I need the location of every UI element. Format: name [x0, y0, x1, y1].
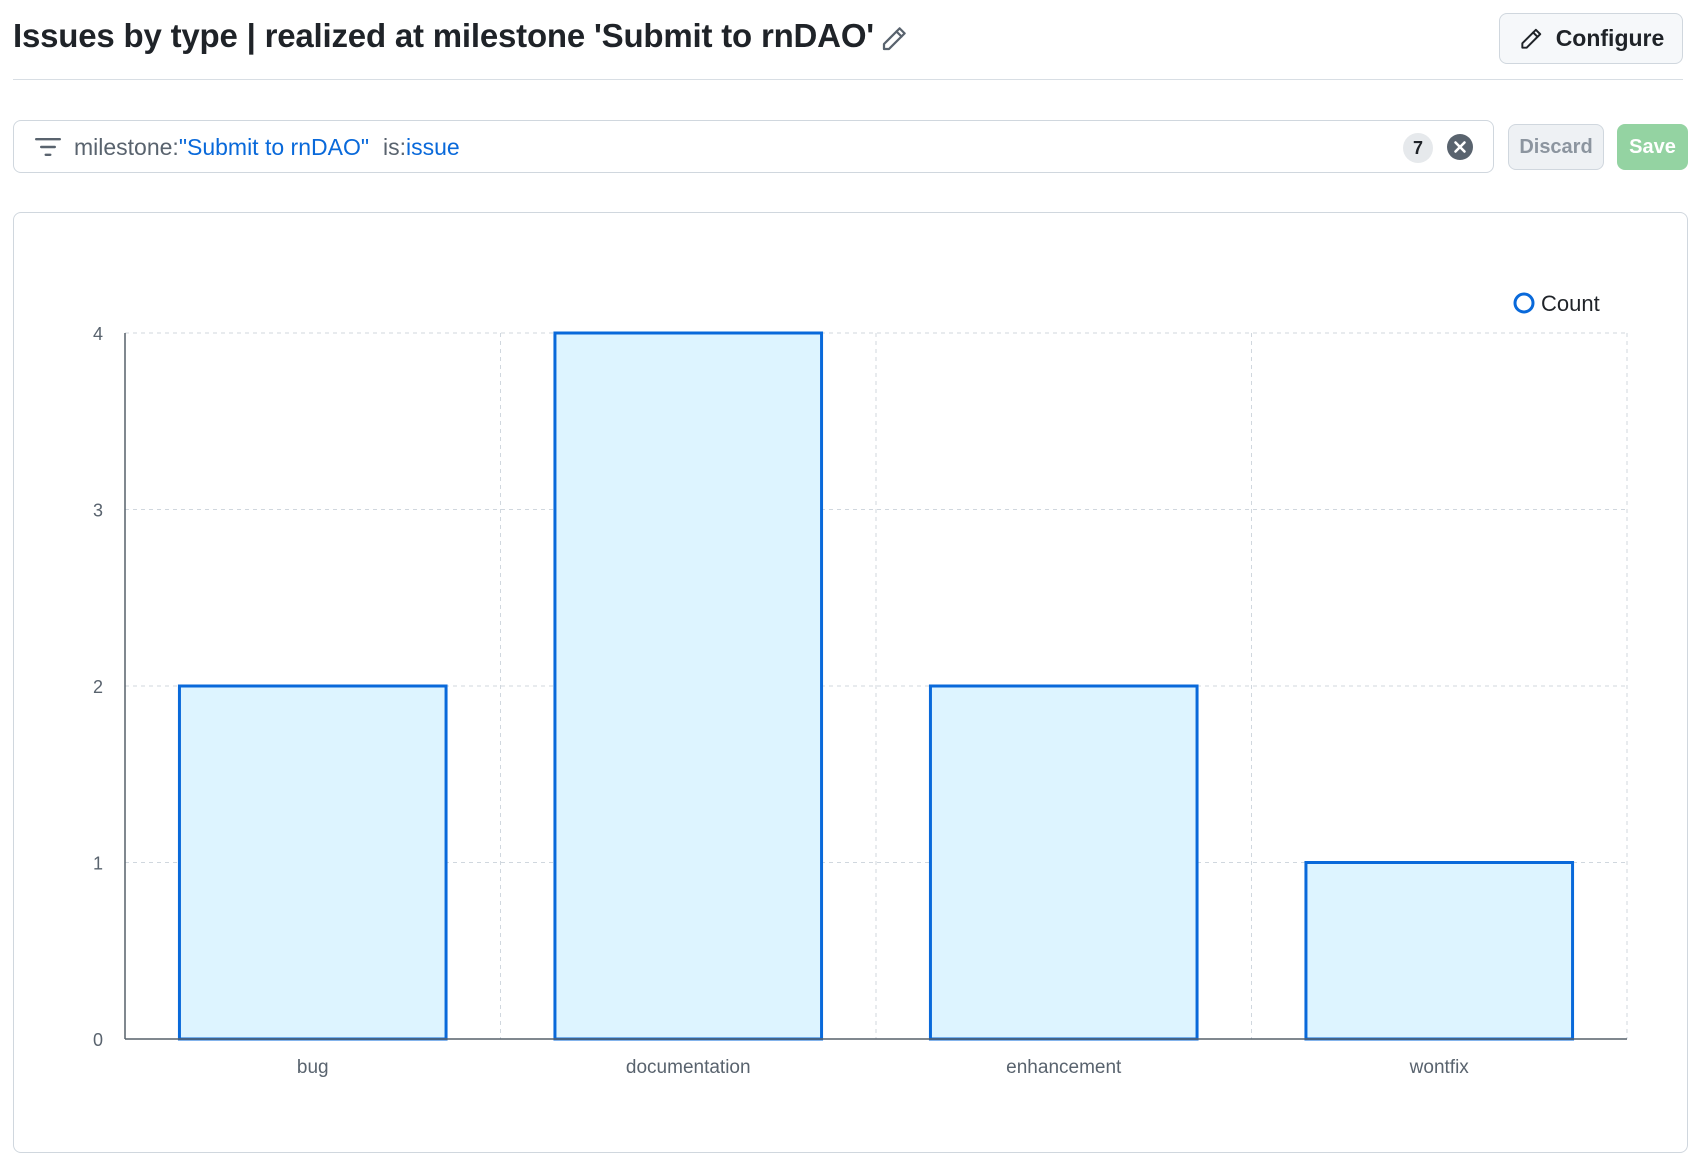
page-title: Issues by type | realized at milestone '… — [13, 17, 874, 54]
edit-title-pencil-icon[interactable] — [879, 24, 909, 54]
configure-label: Configure — [1555, 25, 1665, 51]
clear-filter-icon[interactable] — [1446, 133, 1474, 161]
x-tick-label: wontfix — [1409, 1057, 1470, 1078]
filter-bar[interactable]: milestone:"Submit to rnDAO" is:issue 7 — [13, 120, 1494, 173]
filter-token-key: is: — [383, 134, 406, 160]
bar-chart: 0 1 2 3 4 bug documentation enhancement wontfix C… — [93, 291, 1628, 1078]
result-count-badge: 7 — [1403, 133, 1433, 163]
x-tick-label: enhancement — [1006, 1057, 1122, 1078]
filter-icon — [35, 138, 61, 156]
discard-button[interactable]: Discard — [1508, 124, 1604, 170]
filter-token-key: milestone: — [74, 134, 179, 160]
save-button[interactable]: Save — [1617, 124, 1688, 170]
legend-label: Count — [1541, 291, 1600, 316]
bar-bug — [177, 684, 448, 1041]
bar-documentation — [553, 331, 824, 1041]
y-tick-label: 4 — [93, 324, 103, 344]
legend-marker — [1513, 292, 1535, 314]
chart-card: 0 1 2 3 4 bug documentation enhancement wontfix C… — [13, 212, 1688, 1153]
filter-token-value: "Submit to rnDAO" — [178, 134, 369, 160]
filter-token-value: issue — [406, 134, 460, 160]
pencil-icon — [1521, 28, 1541, 49]
bar-wontfix — [1304, 861, 1575, 1041]
y-tick-label: 0 — [93, 1030, 103, 1050]
x-tick-label: documentation — [626, 1057, 751, 1078]
y-tick-label: 2 — [93, 677, 103, 697]
x-tick-label: bug — [297, 1057, 329, 1078]
bar-enhancement — [928, 684, 1199, 1041]
y-tick-label: 1 — [93, 854, 103, 874]
filter-query-input[interactable]: milestone:"Submit to rnDAO" is:issue — [74, 134, 460, 161]
configure-button[interactable]: Configure — [1499, 13, 1683, 64]
y-tick-label: 3 — [93, 501, 103, 521]
page-header: Issues by type | realized at milestone '… — [13, 0, 1683, 80]
